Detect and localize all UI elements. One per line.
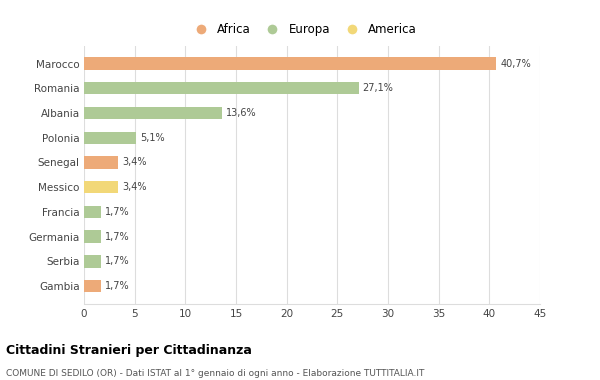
Bar — [84, 156, 118, 169]
Text: 27,1%: 27,1% — [362, 83, 394, 93]
Text: Cittadini Stranieri per Cittadinanza: Cittadini Stranieri per Cittadinanza — [6, 344, 252, 357]
Bar — [84, 107, 222, 119]
Text: 1,7%: 1,7% — [105, 281, 130, 291]
Bar — [84, 82, 359, 95]
Bar — [84, 255, 101, 268]
Text: 5,1%: 5,1% — [140, 133, 164, 143]
Bar — [84, 206, 101, 218]
Bar — [84, 280, 101, 292]
Bar — [84, 57, 496, 70]
Bar — [84, 181, 118, 193]
Text: 1,7%: 1,7% — [105, 207, 130, 217]
Text: 1,7%: 1,7% — [105, 256, 130, 266]
Text: 3,4%: 3,4% — [122, 157, 147, 168]
Text: COMUNE DI SEDILO (OR) - Dati ISTAT al 1° gennaio di ogni anno - Elaborazione TUT: COMUNE DI SEDILO (OR) - Dati ISTAT al 1°… — [6, 369, 424, 378]
Bar — [84, 131, 136, 144]
Text: 40,7%: 40,7% — [500, 59, 531, 68]
Text: 1,7%: 1,7% — [105, 232, 130, 242]
Text: 13,6%: 13,6% — [226, 108, 256, 118]
Text: 3,4%: 3,4% — [122, 182, 147, 192]
Bar — [84, 230, 101, 243]
Legend: Africa, Europa, America: Africa, Europa, America — [187, 21, 419, 38]
